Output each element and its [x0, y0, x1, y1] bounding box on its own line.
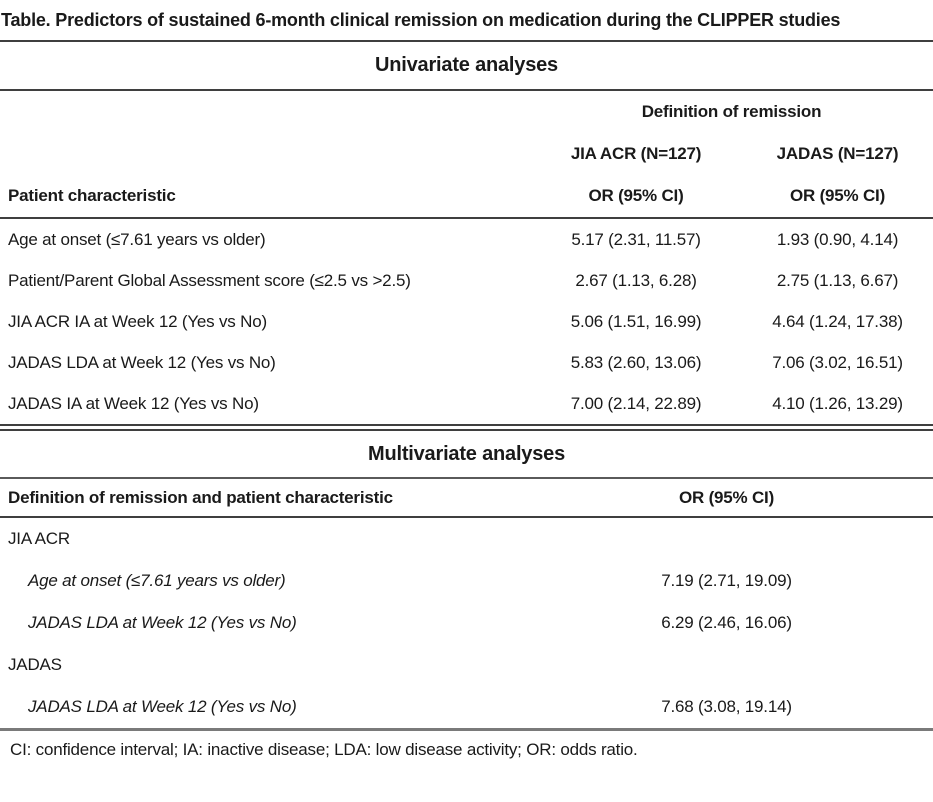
- definition-of-remission-spanner: Definition of remission: [641, 102, 822, 121]
- table-row: JADAS LDA at Week 12 (Yes vs No) 7.68 (3…: [0, 686, 933, 728]
- patient-characteristic-header: Patient characteristic: [8, 186, 176, 205]
- or-value: 6.29 (2.46, 16.06): [661, 613, 792, 632]
- group-label: JIA ACR: [8, 529, 70, 548]
- spanner-row: Definition of remission: [0, 91, 933, 133]
- or-value-jia-acr: 5.17 (2.31, 11.57): [571, 229, 701, 249]
- table-row: Patient/Parent Global Assessment score (…: [0, 260, 933, 301]
- multivariate-header-row: Definition of remission and patient char…: [0, 479, 933, 516]
- double-divider-between-sections: [0, 424, 933, 431]
- table-row: JADAS IA at Week 12 (Yes vs No) 7.00 (2.…: [0, 383, 933, 424]
- row-label: JADAS LDA at Week 12 (Yes vs No): [8, 352, 276, 372]
- univariate-section-title: Univariate analyses: [375, 54, 558, 76]
- divider-below-univariate-header: [0, 217, 933, 219]
- or-ci-header-jia-acr: OR (95% CI): [588, 186, 684, 205]
- row-label: Age at onset (≤7.61 years vs older): [28, 571, 286, 590]
- divider-above-footnote: [0, 728, 933, 731]
- or-value-jadas: 2.75 (1.13, 6.67): [776, 270, 899, 290]
- table-row: JIA ACR IA at Week 12 (Yes vs No) 5.06 (…: [0, 301, 933, 342]
- or-value-jadas: 4.64 (1.24, 17.38): [772, 311, 903, 331]
- or-value-jadas: 7.06 (3.02, 16.51): [772, 352, 903, 372]
- or-ci-header-jadas: OR (95% CI): [789, 186, 886, 205]
- or-value: 7.68 (3.08, 19.14): [661, 697, 792, 716]
- row-label: Patient/Parent Global Assessment score (…: [8, 270, 411, 290]
- table-row: JADAS LDA at Week 12 (Yes vs No) 6.29 (2…: [0, 602, 933, 644]
- multivariate-section-title: Multivariate analyses: [367, 442, 565, 465]
- or-value-jia-acr: 2.67 (1.13, 6.28): [575, 270, 697, 290]
- or-value-jia-acr: 5.83 (2.60, 13.06): [570, 352, 702, 372]
- row-label: JADAS LDA at Week 12 (Yes vs No): [28, 613, 297, 632]
- table-row-group: JIA ACR: [0, 518, 933, 560]
- row-label: JADAS LDA at Week 12 (Yes vs No): [28, 697, 297, 716]
- group-label: JADAS: [8, 655, 62, 674]
- divider-below-univariate-title: [0, 89, 933, 91]
- row-label: JADAS IA at Week 12 (Yes vs No): [8, 393, 259, 413]
- table-row-group: JADAS: [0, 644, 933, 686]
- divider-below-title: [0, 40, 933, 42]
- row-label: JIA ACR IA at Week 12 (Yes vs No): [8, 311, 267, 331]
- definition-characteristic-header: Definition of remission and patient char…: [8, 487, 393, 507]
- or-value: 7.19 (2.71, 19.09): [661, 571, 792, 590]
- or-value-jadas: 4.10 (1.26, 13.29): [772, 393, 903, 413]
- or-value-jia-acr: 7.00 (2.14, 22.89): [570, 393, 702, 413]
- abbreviations-footnote: CI: confidence interval; IA: inactive di…: [10, 740, 638, 759]
- table-title: Table. Predictors of sustained 6-month c…: [1, 9, 841, 30]
- or-value-jadas: 1.93 (0.90, 4.14): [776, 229, 899, 249]
- column-header-jadas: JADAS (N=127): [776, 144, 899, 163]
- table-row: Age at onset (≤7.61 years vs older) 5.17…: [0, 219, 933, 260]
- row-label: Age at onset (≤7.61 years vs older): [8, 229, 266, 249]
- table-row: JADAS LDA at Week 12 (Yes vs No) 5.83 (2…: [0, 342, 933, 383]
- or-value-jia-acr: 5.06 (1.51, 16.99): [570, 311, 702, 331]
- column-header-jia-acr: JIA ACR (N=127): [570, 144, 702, 163]
- measure-header-row: Patient characteristic OR (95% CI) OR (9…: [0, 175, 933, 217]
- table-row: Age at onset (≤7.61 years vs older) 7.19…: [0, 560, 933, 602]
- divider-below-multivariate-title: [0, 477, 933, 479]
- group-header-row: JIA ACR (N=127) JADAS (N=127): [0, 133, 933, 175]
- divider-below-multivariate-header: [0, 516, 933, 518]
- or-ci-header: OR (95% CI): [678, 487, 775, 507]
